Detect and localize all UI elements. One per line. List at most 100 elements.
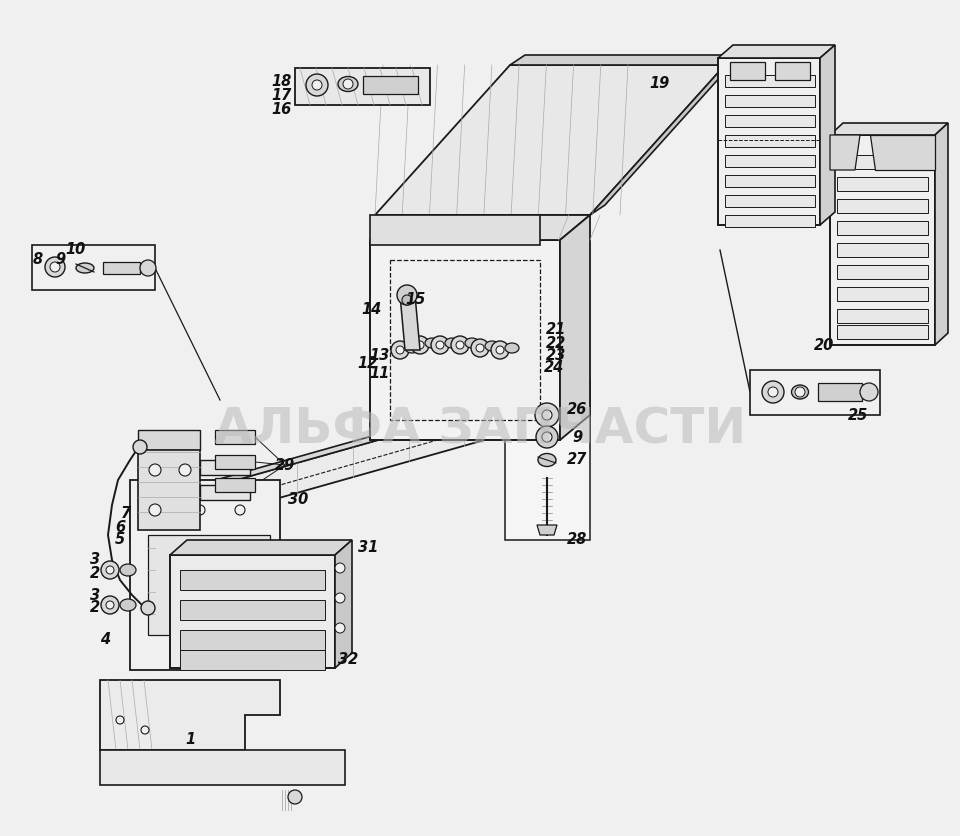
Polygon shape	[725, 195, 815, 207]
Text: 13: 13	[370, 348, 390, 363]
Circle shape	[195, 555, 205, 565]
Circle shape	[45, 257, 65, 277]
Circle shape	[101, 561, 119, 579]
Text: 15: 15	[405, 293, 425, 308]
Polygon shape	[130, 400, 520, 540]
Polygon shape	[725, 135, 815, 147]
Text: 7: 7	[121, 507, 132, 522]
Text: 23: 23	[546, 349, 566, 364]
Text: 4: 4	[100, 633, 110, 648]
Circle shape	[140, 260, 156, 276]
Text: 3: 3	[90, 588, 100, 603]
Text: 24: 24	[544, 360, 564, 375]
Text: 27: 27	[566, 452, 588, 467]
Circle shape	[116, 716, 124, 724]
Circle shape	[476, 344, 484, 352]
Polygon shape	[837, 309, 928, 323]
Circle shape	[50, 262, 60, 272]
Circle shape	[343, 79, 353, 89]
Text: 12: 12	[357, 356, 377, 371]
Circle shape	[150, 505, 160, 515]
Ellipse shape	[538, 453, 556, 466]
Polygon shape	[837, 221, 928, 235]
Circle shape	[335, 623, 345, 633]
Text: 25: 25	[848, 407, 868, 422]
Text: 30: 30	[288, 492, 308, 507]
Ellipse shape	[405, 343, 419, 353]
Polygon shape	[148, 535, 270, 635]
Circle shape	[396, 346, 404, 354]
Text: 6: 6	[115, 521, 125, 536]
Text: 19: 19	[650, 75, 670, 90]
Polygon shape	[130, 390, 535, 510]
Polygon shape	[718, 45, 835, 58]
Circle shape	[471, 339, 489, 357]
Text: 17: 17	[272, 89, 292, 104]
Circle shape	[535, 403, 559, 427]
Polygon shape	[180, 570, 325, 590]
Polygon shape	[170, 555, 335, 668]
Circle shape	[496, 346, 504, 354]
Polygon shape	[375, 65, 725, 215]
Ellipse shape	[120, 599, 136, 611]
Circle shape	[312, 80, 322, 90]
Circle shape	[149, 504, 161, 516]
Circle shape	[179, 464, 191, 476]
Polygon shape	[100, 750, 345, 785]
Polygon shape	[725, 115, 815, 127]
Text: 1: 1	[185, 732, 195, 747]
Text: 9: 9	[572, 430, 582, 445]
Polygon shape	[830, 135, 860, 170]
Polygon shape	[215, 455, 255, 469]
Text: 8: 8	[33, 252, 43, 268]
Circle shape	[768, 387, 778, 397]
Ellipse shape	[465, 338, 479, 348]
Circle shape	[141, 601, 155, 615]
Polygon shape	[837, 265, 928, 279]
Polygon shape	[935, 123, 948, 345]
Circle shape	[335, 563, 345, 573]
Polygon shape	[370, 215, 590, 240]
Polygon shape	[130, 480, 280, 670]
Polygon shape	[870, 135, 935, 170]
Polygon shape	[837, 287, 928, 301]
Polygon shape	[138, 450, 200, 530]
Polygon shape	[830, 135, 935, 345]
Ellipse shape	[445, 338, 459, 348]
Polygon shape	[215, 478, 255, 492]
Polygon shape	[590, 55, 740, 215]
Text: 26: 26	[566, 402, 588, 417]
Polygon shape	[180, 600, 325, 620]
Polygon shape	[180, 650, 325, 670]
Circle shape	[391, 341, 409, 359]
Polygon shape	[830, 123, 948, 135]
Polygon shape	[775, 62, 810, 80]
Circle shape	[542, 410, 552, 420]
Circle shape	[306, 74, 328, 96]
Polygon shape	[400, 295, 420, 350]
Ellipse shape	[425, 338, 439, 348]
Circle shape	[795, 387, 805, 397]
Text: 22: 22	[546, 335, 566, 350]
Polygon shape	[837, 325, 928, 339]
Circle shape	[106, 601, 114, 609]
Circle shape	[416, 341, 424, 349]
Circle shape	[431, 336, 449, 354]
Circle shape	[536, 426, 558, 448]
Circle shape	[149, 464, 161, 476]
Circle shape	[542, 432, 552, 442]
Polygon shape	[837, 177, 928, 191]
Circle shape	[491, 341, 509, 359]
Polygon shape	[820, 45, 835, 225]
Circle shape	[195, 605, 205, 615]
Polygon shape	[818, 383, 862, 401]
Circle shape	[235, 505, 245, 515]
Text: 3: 3	[90, 553, 100, 568]
Polygon shape	[370, 215, 540, 245]
Ellipse shape	[120, 564, 136, 576]
Polygon shape	[180, 630, 325, 650]
Polygon shape	[505, 380, 590, 540]
Polygon shape	[718, 58, 820, 225]
Polygon shape	[100, 680, 280, 750]
Polygon shape	[390, 260, 540, 420]
